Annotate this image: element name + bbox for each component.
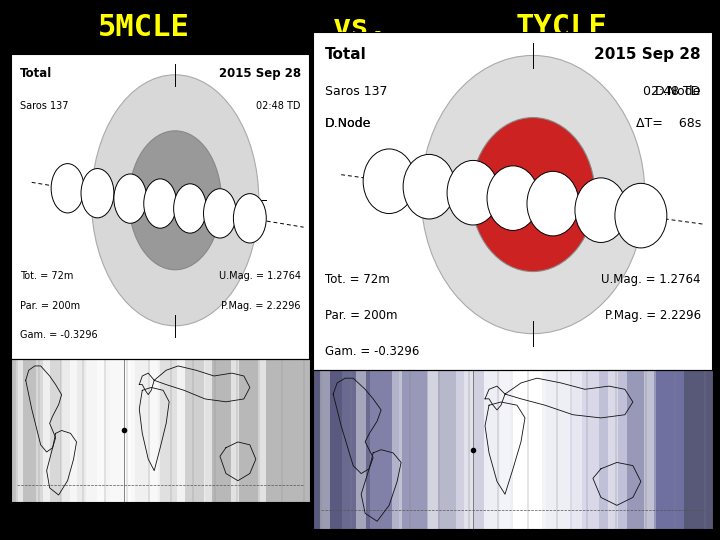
- Bar: [204, 359, 212, 502]
- Text: 2015 Sep 28: 2015 Sep 28: [218, 68, 301, 80]
- Bar: [60, 359, 86, 502]
- Circle shape: [363, 149, 415, 213]
- Circle shape: [421, 56, 645, 334]
- Circle shape: [51, 164, 84, 213]
- Text: Total: Total: [19, 68, 52, 80]
- Bar: [428, 370, 456, 529]
- Bar: [185, 359, 210, 502]
- Bar: [370, 370, 399, 529]
- Bar: [284, 359, 310, 502]
- Bar: [485, 370, 513, 529]
- Text: U.Mag. = 1.2764: U.Mag. = 1.2764: [601, 273, 701, 286]
- Text: ΔT=    68s: ΔT= 68s: [636, 117, 701, 130]
- Circle shape: [204, 189, 236, 238]
- Bar: [86, 359, 110, 502]
- Bar: [313, 370, 713, 529]
- Bar: [11, 359, 310, 502]
- Text: D.Node: D.Node: [654, 85, 701, 98]
- Circle shape: [487, 166, 539, 231]
- Text: TYCLE: TYCLE: [516, 12, 608, 42]
- Text: Total: Total: [325, 48, 367, 62]
- Bar: [110, 359, 135, 502]
- Text: D.Node: D.Node: [325, 117, 372, 130]
- Bar: [135, 359, 161, 502]
- Text: Gam. = -0.3296: Gam. = -0.3296: [19, 329, 97, 340]
- Text: U.Mag. = 1.2764: U.Mag. = 1.2764: [219, 272, 301, 281]
- Circle shape: [471, 118, 595, 272]
- Bar: [456, 370, 485, 529]
- Text: Par. = 200m: Par. = 200m: [325, 309, 397, 322]
- Bar: [684, 370, 713, 529]
- Bar: [43, 359, 50, 502]
- Bar: [541, 370, 570, 529]
- Bar: [392, 370, 402, 529]
- Bar: [96, 359, 104, 502]
- Text: Par. = 200m: Par. = 200m: [19, 300, 80, 310]
- Bar: [500, 370, 510, 529]
- Bar: [150, 359, 158, 502]
- Bar: [235, 359, 260, 502]
- Bar: [399, 370, 428, 529]
- Bar: [627, 370, 656, 529]
- Bar: [598, 370, 627, 529]
- Bar: [210, 359, 235, 502]
- Bar: [36, 359, 60, 502]
- Text: Tot. = 72m: Tot. = 72m: [19, 272, 73, 281]
- Circle shape: [575, 178, 627, 242]
- Text: D.Node: D.Node: [325, 117, 372, 130]
- Bar: [513, 370, 541, 529]
- Bar: [342, 370, 370, 529]
- Bar: [656, 370, 684, 529]
- Circle shape: [81, 168, 114, 218]
- Circle shape: [114, 174, 147, 223]
- Bar: [205, 359, 310, 502]
- Bar: [70, 359, 77, 502]
- Circle shape: [233, 194, 266, 243]
- Bar: [260, 359, 284, 502]
- Bar: [161, 359, 185, 502]
- Bar: [231, 359, 238, 502]
- Text: 5MCLE: 5MCLE: [98, 12, 190, 42]
- Bar: [320, 370, 330, 529]
- Bar: [11, 359, 36, 502]
- Bar: [572, 370, 582, 529]
- Text: vs.: vs.: [333, 12, 387, 42]
- Text: Saros 137: Saros 137: [325, 85, 387, 98]
- Bar: [608, 370, 618, 529]
- Text: Gam. = -0.3296: Gam. = -0.3296: [325, 345, 420, 358]
- Circle shape: [144, 179, 176, 228]
- Bar: [536, 370, 546, 529]
- Text: 2015 Sep 28: 2015 Sep 28: [594, 48, 701, 62]
- Bar: [313, 370, 342, 529]
- Text: 02:48 TD: 02:48 TD: [644, 85, 701, 98]
- Text: 02:48 TD: 02:48 TD: [256, 101, 301, 111]
- Bar: [570, 370, 598, 529]
- Bar: [16, 359, 24, 502]
- Circle shape: [615, 184, 667, 248]
- Circle shape: [91, 75, 258, 326]
- Circle shape: [129, 131, 222, 270]
- Text: P.Mag. = 2.2296: P.Mag. = 2.2296: [605, 309, 701, 322]
- Text: P.Mag. = 2.2296: P.Mag. = 2.2296: [221, 300, 301, 310]
- Bar: [428, 370, 438, 529]
- Bar: [177, 359, 185, 502]
- Bar: [644, 370, 654, 529]
- Circle shape: [447, 160, 499, 225]
- Text: Tot. = 72m: Tot. = 72m: [325, 273, 390, 286]
- Bar: [258, 359, 266, 502]
- Bar: [356, 370, 366, 529]
- Circle shape: [403, 154, 455, 219]
- Text: Saros 137: Saros 137: [19, 101, 68, 111]
- Circle shape: [527, 171, 579, 236]
- Bar: [464, 370, 474, 529]
- Bar: [124, 359, 131, 502]
- Circle shape: [174, 184, 207, 233]
